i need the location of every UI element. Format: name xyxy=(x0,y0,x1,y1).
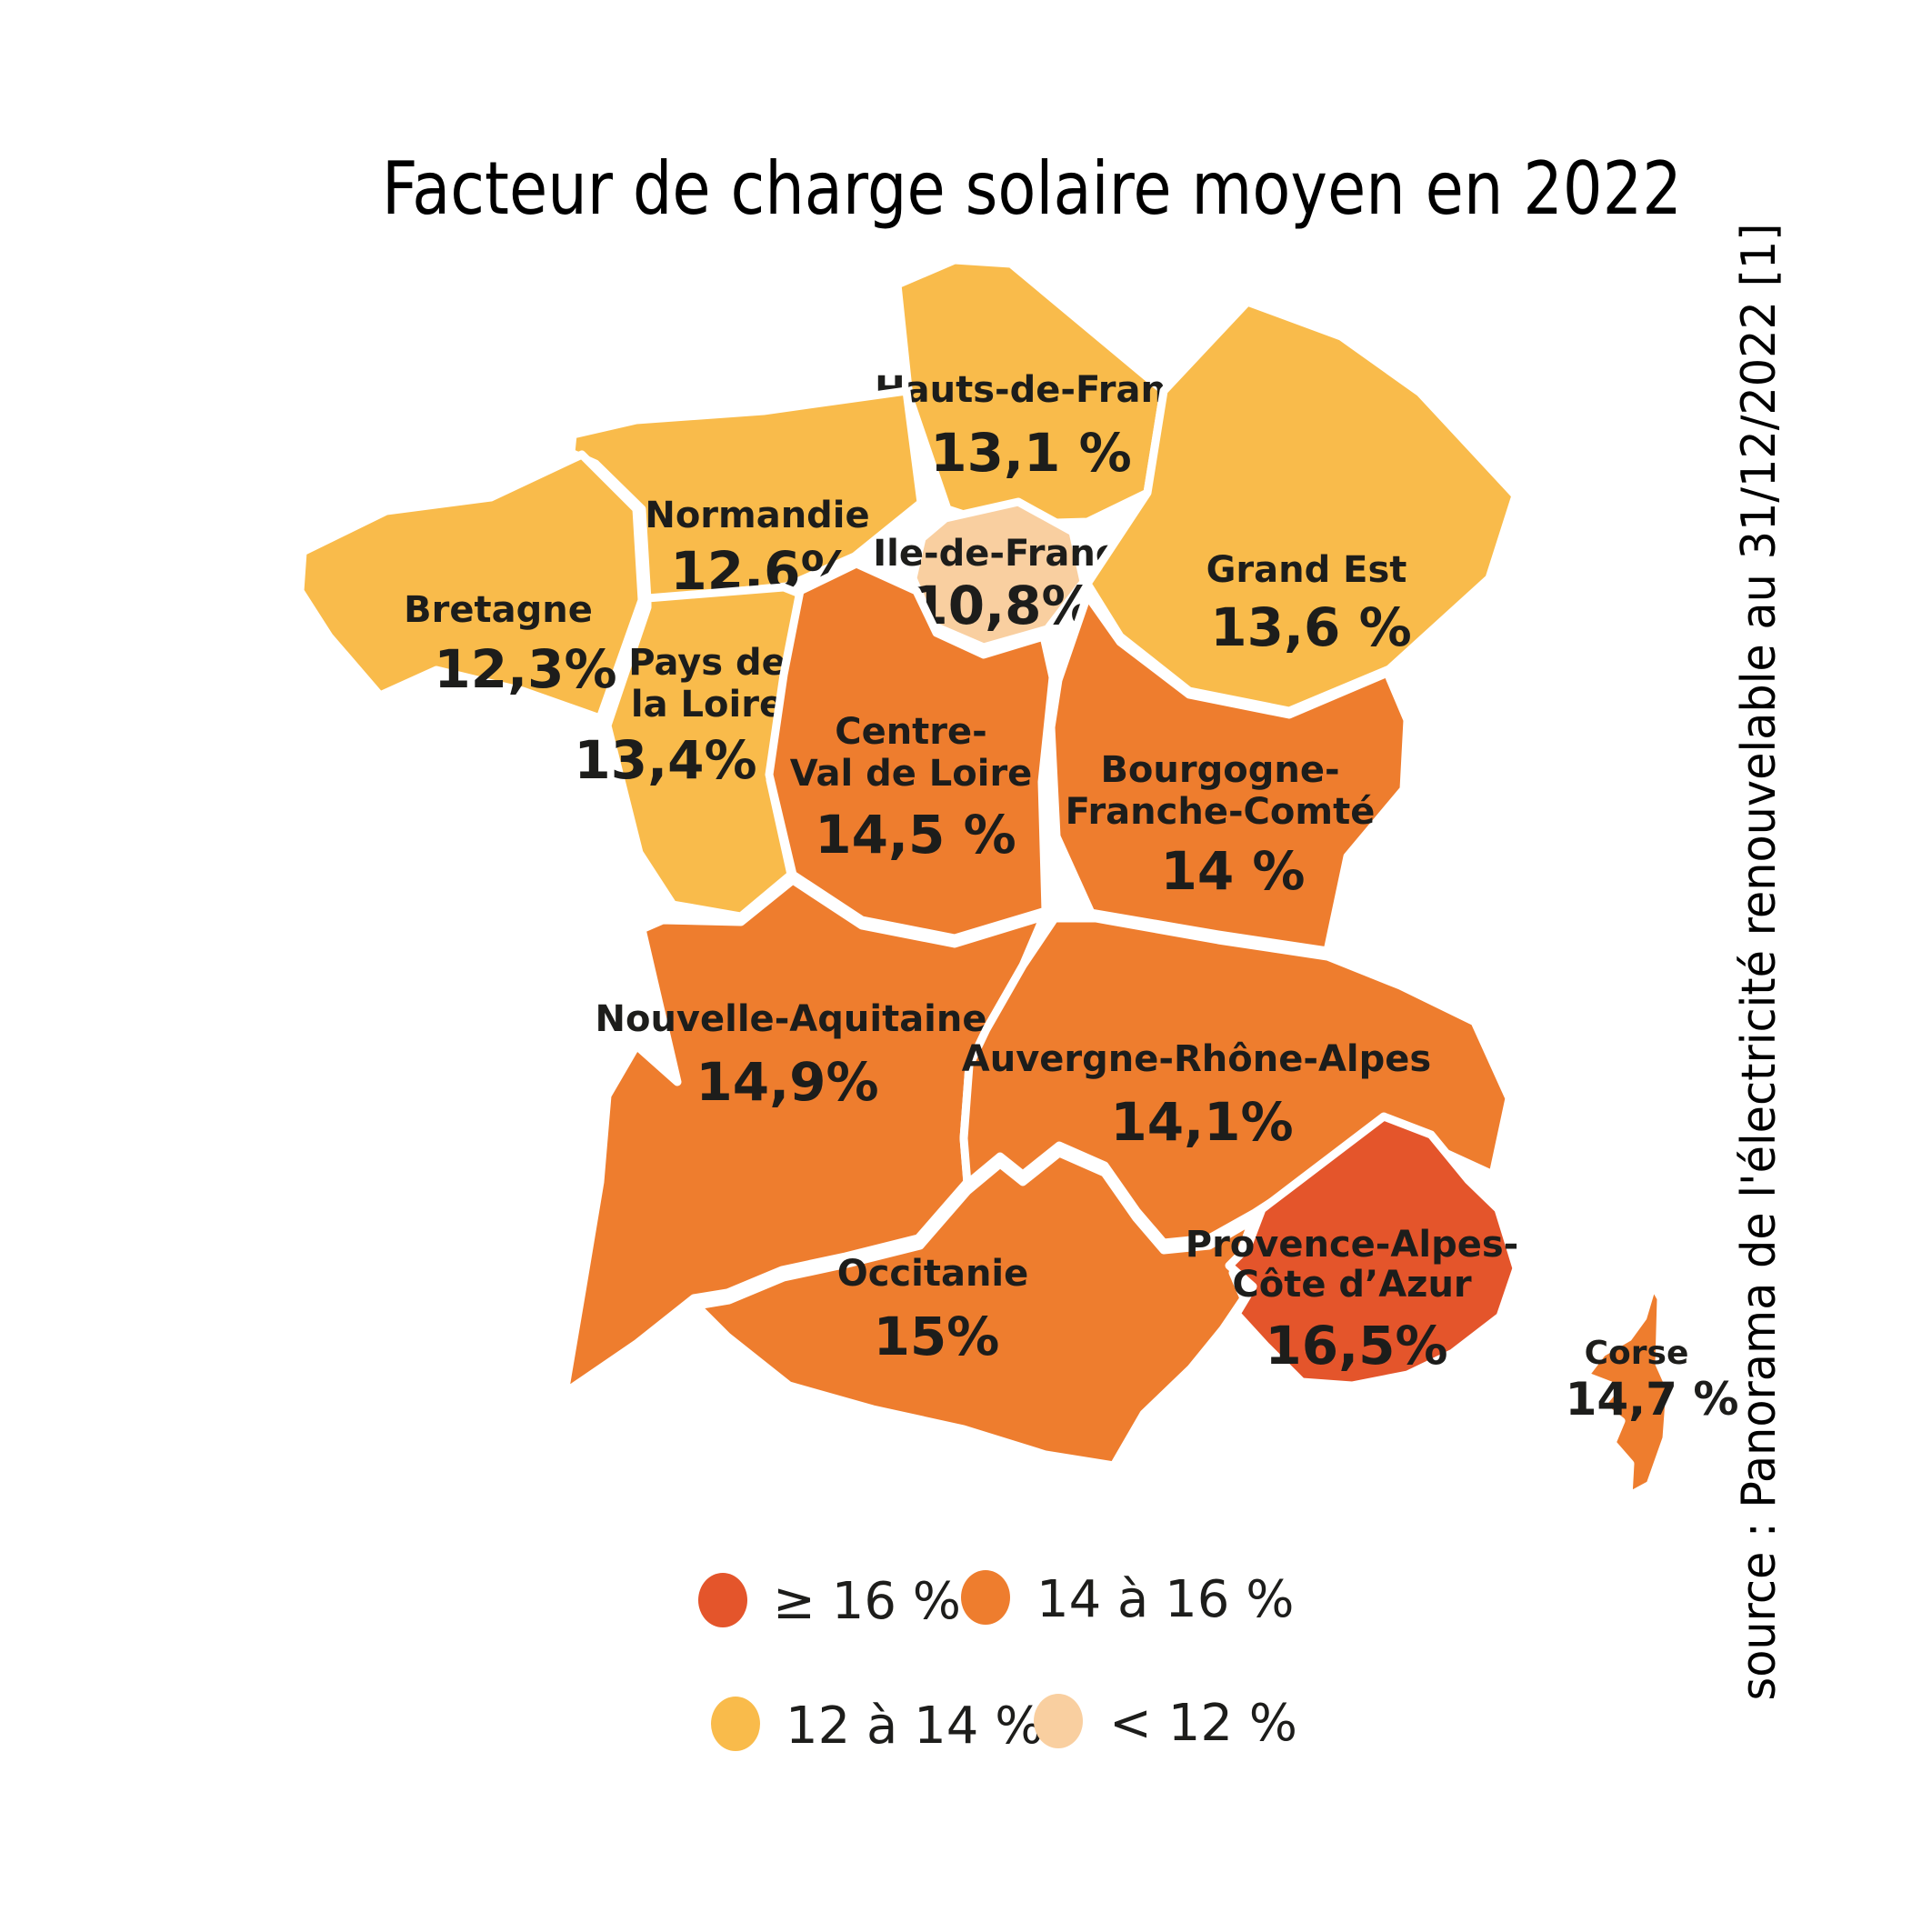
region-shape-corse xyxy=(1580,1279,1675,1501)
region-value: 13,1 % xyxy=(930,422,1131,484)
region-value: 14,5 % xyxy=(815,804,1016,866)
region-centre-val-de-loire: Centre- Val de Loire 14,5 % xyxy=(765,559,1057,943)
region-value: 14 % xyxy=(1160,840,1305,902)
legend-label-14-16: 14 à 16 % xyxy=(1036,1570,1294,1629)
region-occitanie: Occitanie 15% xyxy=(692,1148,1257,1470)
region-value: 14,1% xyxy=(1110,1091,1293,1153)
region-shape-occitanie xyxy=(692,1148,1257,1470)
page-title: Facteur de charge solaire moyen en 2022 xyxy=(382,146,1682,231)
legend-label-12-14: 12 à 14 % xyxy=(786,1697,1043,1756)
region-label: Centre- xyxy=(835,711,987,753)
region-value: 16,5% xyxy=(1265,1315,1447,1376)
region-label: Pays de xyxy=(628,642,786,684)
region-label: Côte d’Azur xyxy=(1232,1264,1472,1306)
region-label: Bretagne xyxy=(404,589,593,631)
region-shape-provence-alpes-cote-d-azur xyxy=(1225,1112,1521,1390)
region-label: Occitanie xyxy=(837,1253,1029,1295)
region-label: Val de Loire xyxy=(790,753,1033,795)
region-value: 12,3% xyxy=(434,638,616,700)
source-caption: source : Panorama de l'électricité renou… xyxy=(1732,224,1787,1701)
region-value: 14,7 % xyxy=(1566,1373,1739,1426)
region-pays-de-la-loire: Pays de la Loire 13,4% xyxy=(574,583,806,921)
legend-dot-ge16 xyxy=(698,1573,747,1627)
region-value: 15% xyxy=(874,1306,1000,1367)
region-value: 10,8% xyxy=(911,575,1094,636)
region-bourgogne-franche-comte: Bourgogne- Franche-Comté 14 % xyxy=(1046,591,1412,956)
region-value: 13,4% xyxy=(574,729,756,791)
region-label: Grand Est xyxy=(1206,549,1407,591)
legend-dot-14-16 xyxy=(961,1570,1010,1625)
region-value: 13,6 % xyxy=(1210,596,1411,658)
region-label: Hauts-de-France xyxy=(875,369,1213,411)
region-value: 14,9% xyxy=(696,1051,878,1113)
region-hauts-de-france: Hauts-de-France 13,1 % xyxy=(875,255,1213,529)
region-label: Corse xyxy=(1585,1335,1689,1372)
region-shape-bourgogne-franche-comte xyxy=(1046,591,1412,956)
region-shape-bretagne xyxy=(295,450,646,723)
legend-item-14-16: 14 à 16 % xyxy=(961,1570,1294,1629)
region-label: Nouvelle-Aquitaine xyxy=(596,998,987,1040)
region-label: Normandie xyxy=(645,495,869,536)
legend-item-ge16: ≥ 16 % xyxy=(698,1572,961,1631)
region-ile-de-france: Ile-de-France 10,8% xyxy=(873,497,1142,652)
region-shape-nouvelle-aquitaine xyxy=(560,876,1048,1397)
region-shape-hauts-de-france xyxy=(893,255,1168,529)
region-shape-centre-val-de-loire xyxy=(765,559,1057,943)
region-label: Franche-Comté xyxy=(1066,791,1376,833)
legend-item-12-14: 12 à 14 % xyxy=(711,1697,1043,1756)
region-label: Bourgogne- xyxy=(1100,749,1339,791)
legend: ≥ 16 % 14 à 16 % 12 à 14 % < 12 % xyxy=(698,1570,1297,1756)
region-label: la Loire xyxy=(631,684,784,726)
legend-dot-lt12 xyxy=(1034,1694,1083,1748)
region-shape-ile-de-france xyxy=(908,497,1088,652)
legend-label-lt12: < 12 % xyxy=(1109,1694,1297,1753)
region-grand-est: Grand Est 13,6 % xyxy=(1083,297,1520,716)
region-nouvelle-aquitaine: Nouvelle-Aquitaine 14,9% xyxy=(560,876,1048,1397)
region-corse: Corse 14,7 % xyxy=(1566,1279,1739,1501)
legend-label-ge16: ≥ 16 % xyxy=(773,1572,961,1631)
region-shape-auvergne-rhone-alpes xyxy=(959,914,1514,1247)
region-bretagne: Bretagne 12,3% xyxy=(295,450,646,723)
region-label: Auvergne-Rhône-Alpes xyxy=(962,1038,1431,1080)
region-auvergne-rhone-alpes: Auvergne-Rhône-Alpes 14,1% xyxy=(959,914,1514,1247)
region-normandie: Normandie 12,6% xyxy=(566,386,926,605)
legend-item-lt12: < 12 % xyxy=(1034,1694,1297,1753)
legend-dot-12-14 xyxy=(711,1697,760,1751)
region-label: Provence-Alpes- xyxy=(1186,1224,1518,1266)
region-provence-alpes-cote-d-azur: Provence-Alpes- Côte d’Azur 16,5% xyxy=(1186,1112,1521,1390)
